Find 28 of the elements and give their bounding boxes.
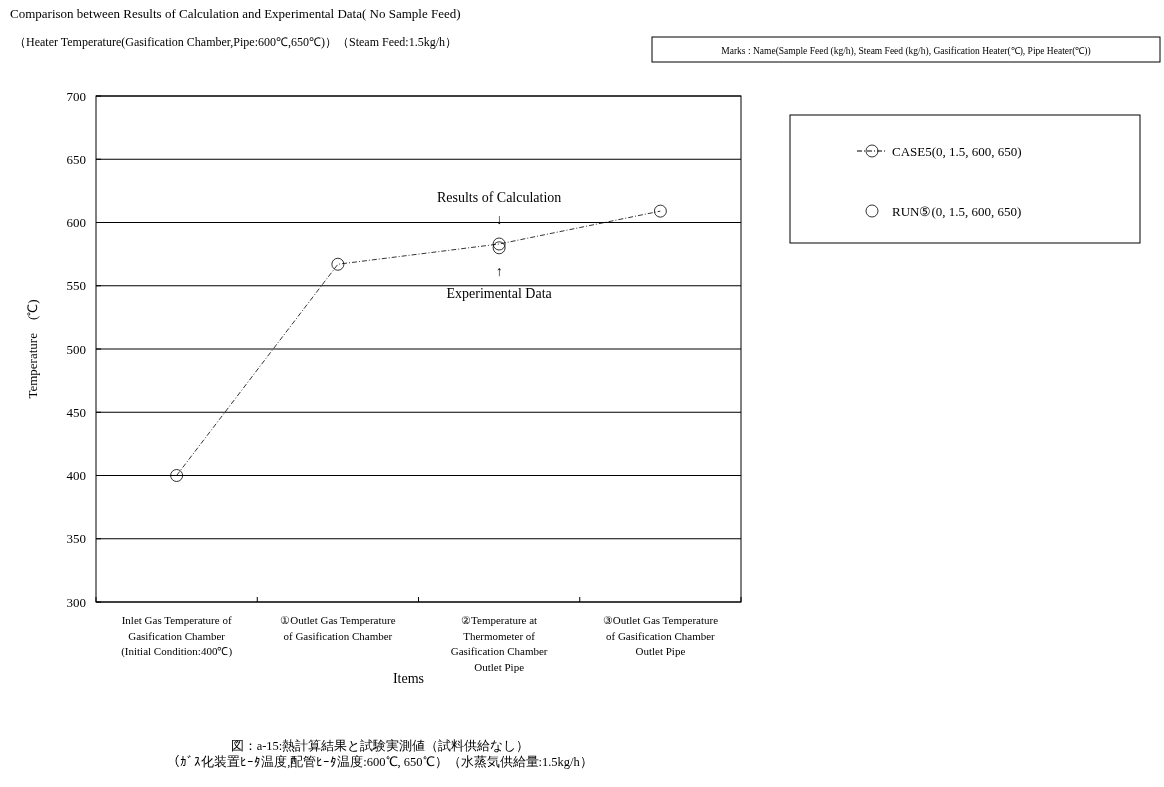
chart-subtitle: （Heater Temperature(Gasification Chamber,Pipe:600℃,650℃)）（Steam Feed:1.5kg/h） — [14, 35, 458, 49]
point — [492, 241, 506, 255]
x-axis-title: Items — [392, 671, 425, 686]
y-tick-label: 500 — [66, 341, 86, 357]
point — [170, 469, 184, 482]
legend-label: RUN⑤(0, 1.5, 600, 650) — [892, 203, 1022, 219]
x-tick-label: ③Outlet Gas Temperature of Gasification Chamber Outlet Pipe — [602, 614, 719, 657]
annotation: ↑ Experimental Data — [446, 263, 553, 301]
x-tick-label: ②Temperature at Thermometer of Gasification Chamber Outlet Pipe — [450, 614, 548, 673]
y-tick-label: 450 — [66, 404, 86, 420]
chart-title: Comparison between Results of Calculation and Experimental Data( No Sample Feed) — [10, 6, 461, 21]
y-tick-label: 350 — [66, 531, 86, 547]
text: Marks : Name(Sample Feed (kg/h), Steam Feed (kg/h), Gasification Heater(℃), Pipe Heater(℃)) — [721, 46, 1091, 57]
y-tick-label: 300 — [66, 594, 86, 610]
legend-label: CASE5(0, 1.5, 600, 650) — [892, 143, 1022, 159]
y-tick-label: 550 — [66, 278, 86, 294]
y-axis-title: Temperature (℃) — [25, 299, 40, 399]
y-tick-label: 600 — [66, 215, 86, 231]
x-tick-label: ①Outlet Gas Temperature of Gasification Chamber — [280, 614, 396, 642]
point — [331, 257, 345, 271]
y-tick-label: 650 — [66, 151, 86, 167]
point — [492, 237, 506, 251]
y-tick-label: 700 — [66, 88, 86, 104]
text: 図：a-15:熱計算結果と試験実測値（試料供給なし） — [230, 738, 530, 753]
x-tick-label: Inlet Gas Temperature of Gasification Chamber (Initial Condition:400℃) — [121, 614, 233, 658]
point — [653, 204, 667, 218]
y-tick-label: 400 — [66, 468, 86, 484]
text: （ｶﾞｽ化装置ﾋｰﾀ温度,配管ﾋｰﾀ温度:600℃, 650℃）（水蒸気供給量:1.5kg/h） — [167, 754, 593, 769]
